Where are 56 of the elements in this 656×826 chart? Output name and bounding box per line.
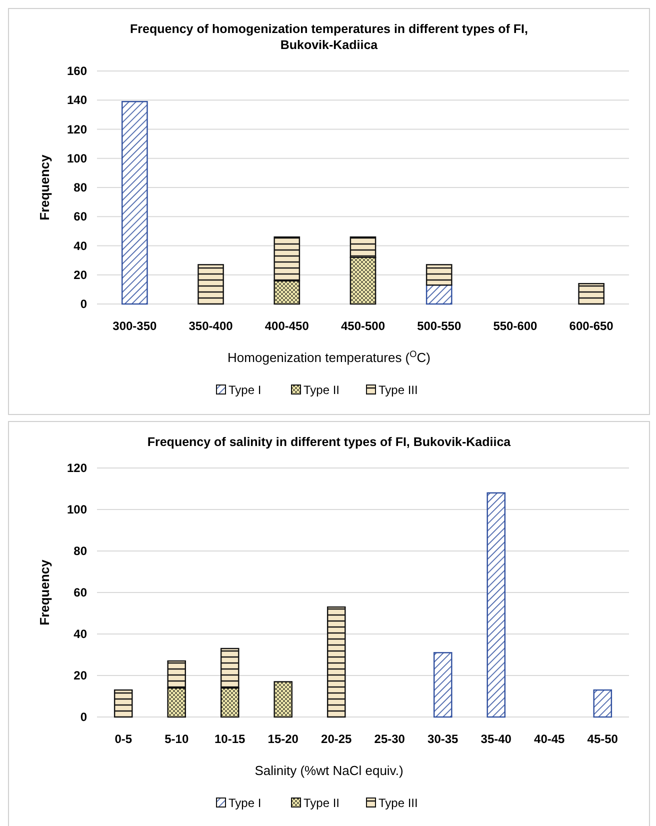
bar bbox=[593, 689, 612, 718]
x-tick-label: 350-400 bbox=[188, 319, 234, 333]
legend-label: Type I bbox=[228, 796, 262, 810]
y-tick-label: 100 bbox=[66, 151, 88, 166]
x-tick-label: 10-15 bbox=[214, 732, 246, 746]
x-tick-label: 450-500 bbox=[340, 319, 386, 333]
bar bbox=[426, 264, 452, 286]
bar bbox=[426, 284, 452, 305]
x-tick-label: 35-40 bbox=[480, 732, 512, 746]
x-axis-title: Salinity (%wt NaCl equiv.) bbox=[254, 763, 404, 778]
y-tick-label: 20 bbox=[74, 668, 88, 682]
x-tick-label: 500-550 bbox=[417, 319, 462, 333]
legend-label: Type III bbox=[378, 383, 418, 397]
x-tick-label: 45-50 bbox=[587, 732, 618, 746]
bar bbox=[433, 652, 452, 718]
y-tick-label: 40 bbox=[74, 627, 88, 641]
chart-title: Frequency of salinity in different types of FI, Bukovik-Kadiica bbox=[147, 435, 512, 449]
bar bbox=[114, 689, 133, 718]
y-tick-label: 60 bbox=[74, 586, 88, 600]
x-tick-label: 25-30 bbox=[374, 732, 406, 746]
bar bbox=[122, 100, 148, 305]
y-tick-label: 100 bbox=[66, 502, 88, 516]
bar bbox=[326, 606, 346, 718]
y-tick-label: 120 bbox=[66, 122, 88, 136]
legend-label: Type I bbox=[228, 383, 262, 397]
x-tick-label: 15-20 bbox=[268, 732, 299, 746]
x-tick-label: 550-600 bbox=[493, 319, 538, 333]
y-tick-label: 60 bbox=[74, 210, 88, 224]
x-tick-label: 300-350 bbox=[112, 319, 158, 333]
x-tick-label: 600-650 bbox=[569, 319, 614, 333]
y-tick-label: 80 bbox=[74, 544, 88, 558]
legend-label: Type II bbox=[304, 796, 340, 810]
y-axis-title: Frequency bbox=[37, 558, 52, 626]
y-tick-label: 40 bbox=[74, 238, 88, 253]
x-tick-label: 40-45 bbox=[534, 732, 566, 746]
bar bbox=[198, 264, 224, 305]
x-tick-label: 30-35 bbox=[428, 732, 459, 746]
chart-title: Frequency of homogenization temperatures in different types of FI, Bukovik-Kadiica bbox=[130, 22, 528, 52]
legend-label: Type II bbox=[304, 383, 340, 397]
x-axis-title: Homogenization temperatures ($^{O}$C) bbox=[228, 349, 430, 365]
y-tick-label: 0 bbox=[80, 297, 88, 311]
y-tick-label: 120 bbox=[66, 461, 88, 475]
x-tick-label: 20-25 bbox=[321, 732, 352, 746]
y-tick-label: 160 bbox=[66, 64, 88, 78]
x-tick-label: 400-450 bbox=[264, 319, 310, 333]
bar bbox=[486, 492, 506, 718]
x-tick-label: 5-10 bbox=[164, 732, 189, 746]
y-axis-title: Frequency bbox=[37, 154, 52, 220]
y-tick-label: 0 bbox=[80, 710, 88, 724]
bar bbox=[578, 283, 604, 305]
bar bbox=[274, 681, 293, 718]
y-tick-label: 80 bbox=[74, 180, 88, 194]
x-tick-label: 0-5 bbox=[114, 732, 132, 746]
y-tick-label: 20 bbox=[74, 268, 88, 282]
legend-label: Type III bbox=[378, 796, 418, 810]
y-tick-label: 140 bbox=[66, 93, 88, 108]
